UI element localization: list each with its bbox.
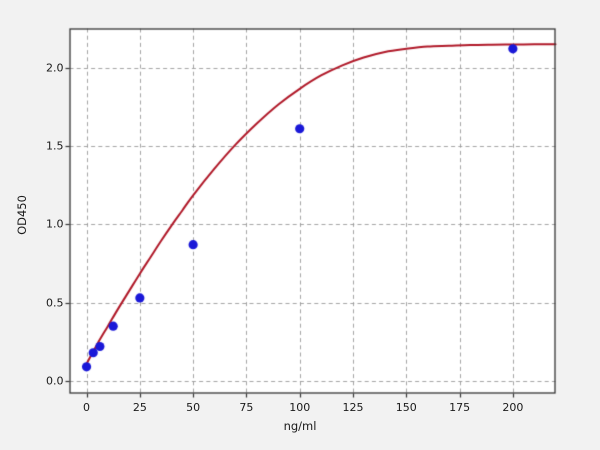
- x-axis-tick-label: 0: [83, 400, 91, 414]
- x-axis-tick-label: 175: [449, 400, 471, 414]
- y-axis-tick-label: 2.0: [46, 61, 64, 75]
- x-axis-tick-label: 200: [502, 400, 524, 414]
- y-axis-label-text: OD450: [15, 195, 29, 235]
- x-axis-tick-label: 50: [186, 400, 201, 414]
- x-axis-label: ng/ml: [283, 419, 317, 433]
- x-axis-tick-label: 125: [342, 400, 364, 414]
- y-axis-tick-label: 1.0: [46, 217, 64, 231]
- x-axis-tick-label: 75: [239, 400, 254, 414]
- y-axis-tick-label: 0.5: [46, 296, 64, 310]
- y-axis-tick-label: 0.0: [46, 374, 64, 388]
- y-axis-label: OD450: [10, 185, 34, 245]
- x-axis-tick-label: 150: [395, 400, 417, 414]
- x-axis-tick-label: 25: [132, 400, 147, 414]
- x-axis-tick-label: 100: [289, 400, 311, 414]
- y-axis-tick-label: 1.5: [46, 139, 64, 153]
